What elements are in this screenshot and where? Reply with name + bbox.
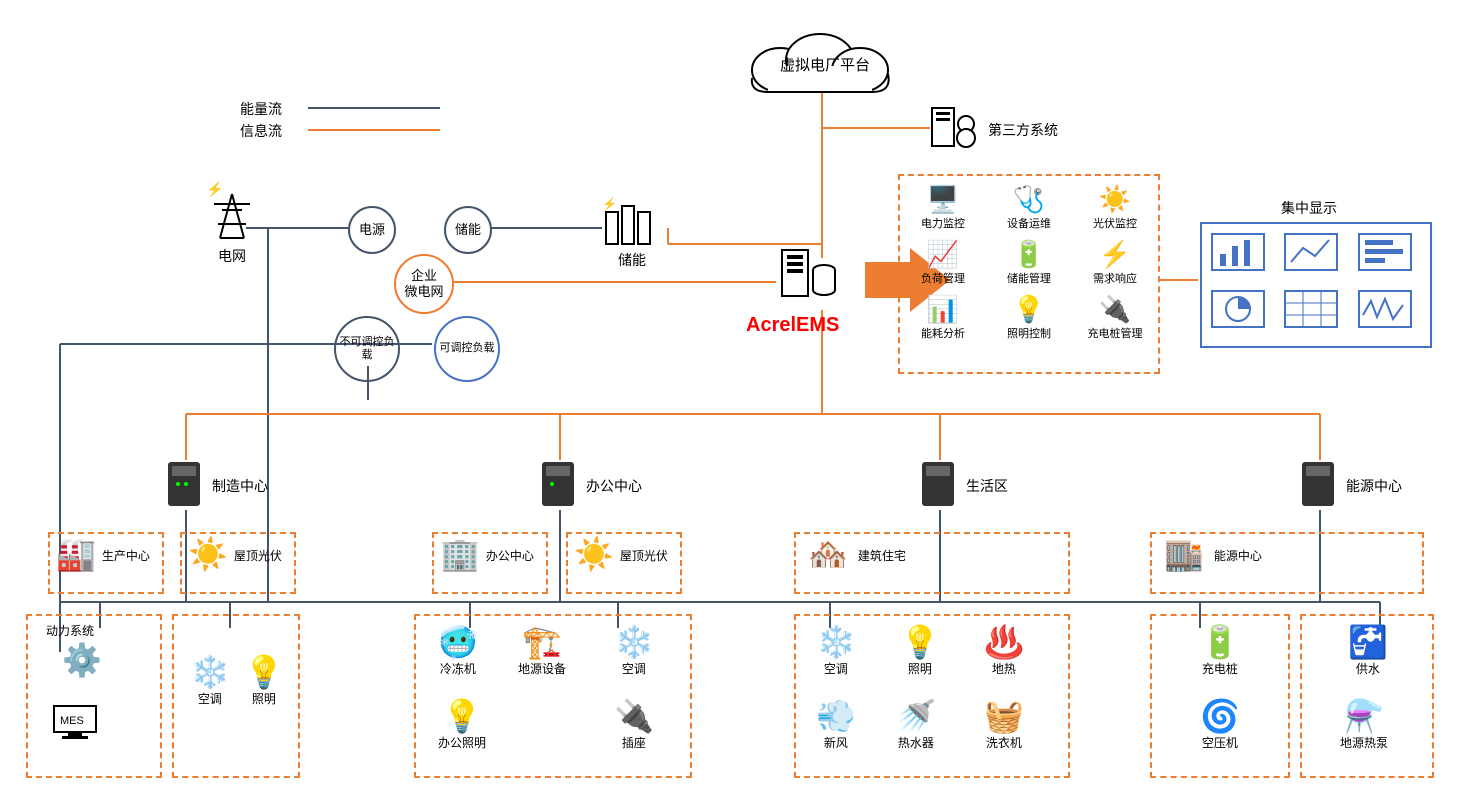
chart-line-icon — [1281, 230, 1350, 283]
office-building-icon: 🏢办公中心 — [440, 538, 526, 570]
center-energy-label: 能源中心 — [1346, 476, 1402, 496]
circle-adjust: 可调控负载 — [434, 316, 500, 382]
legend-energy-label: 能量流 — [240, 99, 282, 119]
mfg-power-label: 动力系统 — [46, 622, 94, 639]
office-pv-icon: ☀️屋顶光伏 — [574, 538, 660, 570]
waterheater-icon: 🚿热水器 — [896, 700, 936, 751]
mes-icon: MES — [50, 702, 100, 742]
chart-pie-icon — [1208, 287, 1277, 340]
charger-icon: 🔋充电桩 — [1200, 626, 1240, 677]
storage-label: 储能 — [618, 250, 646, 270]
chart-table-icon — [1281, 287, 1350, 340]
office-ac-icon: ❄️空调 — [614, 626, 654, 677]
water-icon: 🚰供水 — [1348, 626, 1388, 677]
function-item: 🔌充电桩管理 — [1080, 294, 1150, 341]
chart-wave-icon — [1355, 287, 1424, 340]
gateway-mfg-icon — [164, 460, 204, 515]
heat-icon: ♨️地热 — [984, 626, 1024, 677]
life-ac-icon: ❄️空调 — [816, 626, 856, 677]
svg-text:MES: MES — [60, 715, 84, 727]
display-panel — [1200, 222, 1432, 348]
cloud-label: 虚拟电厂平台 — [780, 54, 870, 75]
gateway-energy-icon — [1298, 460, 1338, 515]
function-item: 🖥️电力监控 — [908, 184, 978, 231]
socket-icon: 🔌插座 — [614, 700, 654, 751]
center-office-label: 办公中心 — [586, 476, 642, 496]
energy-building-icon: 🏬能源中心 — [1164, 538, 1262, 570]
svg-text:⚡: ⚡ — [206, 181, 223, 198]
motor-icon: ⚙️ — [62, 644, 102, 676]
display-title: 集中显示 — [1254, 198, 1364, 218]
legend-info-label: 信息流 — [240, 121, 282, 141]
gateway-office-icon — [538, 460, 578, 515]
third-party-label: 第三方系统 — [988, 120, 1058, 140]
center-mfg-label: 制造中心 — [212, 476, 268, 496]
office-light-icon: 💡办公照明 — [438, 700, 486, 751]
function-item: 💡照明控制 — [994, 294, 1064, 341]
ac-icon: ❄️空调 — [190, 656, 230, 707]
gateway-life-icon — [918, 460, 958, 515]
circle-microgrid: 企业 微电网 — [394, 254, 454, 314]
function-item: 📊能耗分析 — [908, 294, 978, 341]
storage-icon: ⚡ — [602, 198, 660, 253]
server-icon — [930, 106, 978, 155]
residence-icon: 🏘️建筑住宅 — [808, 538, 906, 570]
light-icon: 💡照明 — [244, 656, 284, 707]
center-life-label: 生活区 — [966, 476, 1008, 496]
factory-icon: 🏭生产中心 — [56, 538, 142, 570]
chart-bar-icon — [1208, 230, 1277, 283]
function-item: 🩺设备运维 — [994, 184, 1064, 231]
washer-icon: 🧺洗衣机 — [984, 700, 1024, 751]
compressor-icon: 🌀空压机 — [1200, 700, 1240, 751]
fresh-icon: 💨新风 — [816, 700, 856, 751]
circle-storage: 储能 — [444, 206, 492, 254]
circle-power: 电源 — [348, 206, 396, 254]
chiller-icon: 🥶冷冻机 — [438, 626, 478, 677]
ground-icon: 🏗️地源设备 — [518, 626, 566, 677]
function-item: 📈负荷管理 — [908, 239, 978, 286]
pump-icon: ⚗️地源热泵 — [1340, 700, 1388, 751]
life-light-icon: 💡照明 — [900, 626, 940, 677]
circle-fixed: 不可调控负载 — [334, 316, 400, 382]
grid-label: 电网 — [218, 246, 246, 266]
function-item: 🔋储能管理 — [994, 239, 1064, 286]
function-item: ☀️光伏监控 — [1080, 184, 1150, 231]
functions-panel: 🖥️电力监控 🩺设备运维 ☀️光伏监控 📈负荷管理 🔋储能管理 ⚡需求响应 📊能耗分析 💡照明… — [898, 174, 1160, 374]
grid-icon: ⚡ — [210, 190, 254, 249]
chart-hbar-icon — [1355, 230, 1424, 283]
acrel-title: AcrelEMS — [746, 314, 839, 337]
function-item: ⚡需求响应 — [1080, 239, 1150, 286]
pv-icon: ☀️屋顶光伏 — [188, 538, 274, 570]
acrel-server-icon — [780, 248, 838, 305]
svg-text:⚡: ⚡ — [602, 197, 617, 211]
